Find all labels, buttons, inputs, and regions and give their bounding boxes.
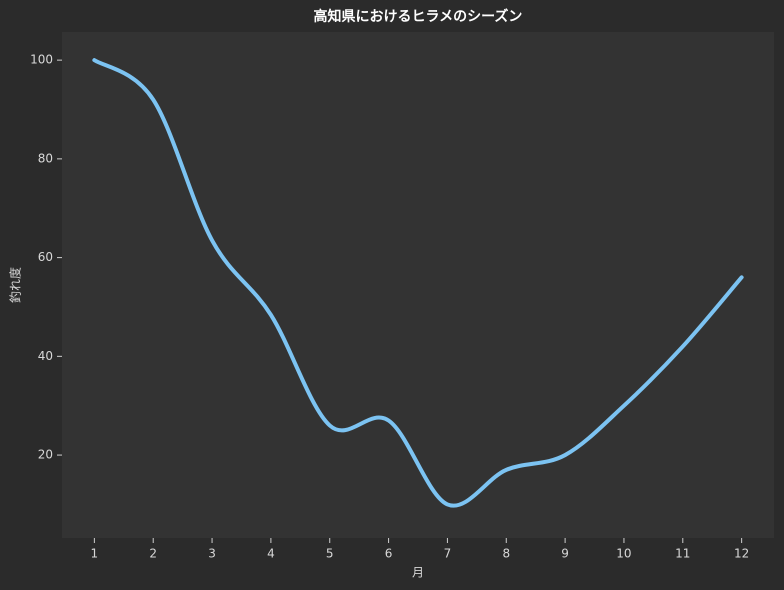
x-tick-label: 4 [267,547,275,561]
x-axis-label: 月 [412,566,424,580]
x-tick-label: 12 [734,547,749,561]
x-tick-label: 9 [561,547,569,561]
y-tick-label: 40 [38,349,53,363]
y-tick-label: 80 [38,151,53,165]
chart-title: 高知県におけるヒラメのシーズン [314,8,523,25]
x-tick-label: 3 [208,547,216,561]
x-tick-label: 6 [385,547,393,561]
x-tick-label: 5 [326,547,334,561]
x-tick-label: 10 [616,547,631,561]
plot-area [62,32,774,538]
y-tick-label: 100 [30,53,53,67]
x-tick-label: 1 [91,547,99,561]
y-axis-label: 釣れ度 [8,267,23,303]
x-tick-label: 8 [502,547,510,561]
x-tick-label: 2 [149,547,157,561]
y-tick-label: 20 [38,448,53,462]
x-tick-label: 11 [675,547,690,561]
x-tick-label: 7 [444,547,452,561]
y-tick-label: 60 [38,250,53,264]
data-line [92,58,744,508]
